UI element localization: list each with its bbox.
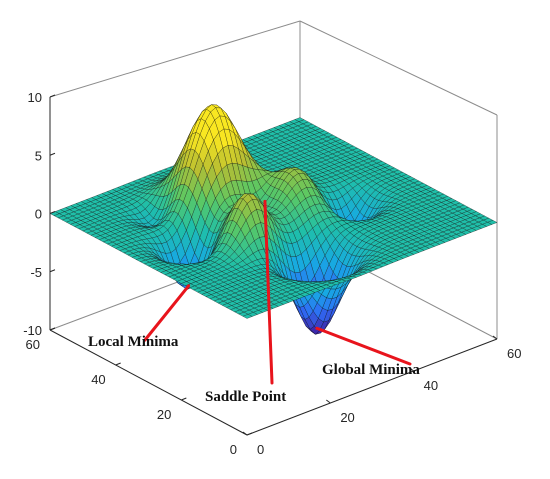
y-tick-label: 60 [26, 337, 40, 352]
x-tick-label: 60 [507, 346, 521, 361]
surface-patch [242, 314, 253, 319]
annotation-arrow [263, 199, 274, 385]
surface-mesh [49, 104, 498, 335]
annotation-label: Local Minima [88, 334, 179, 350]
y-axis-line [49, 329, 248, 436]
y-tick-mark [181, 397, 187, 401]
x-tick-label: 0 [257, 442, 264, 457]
z-tick-mark [49, 152, 56, 156]
x-axis-line [246, 338, 498, 436]
annotation-label: Global Minima [322, 362, 420, 378]
annotation-arrow [315, 326, 412, 366]
y-tick-label: 40 [91, 372, 105, 387]
z-tick-label: -5 [30, 265, 42, 280]
z-tick-mark [49, 211, 56, 214]
annotation-arrow [143, 284, 191, 342]
annotations: Local Minima Saddle Point Global Minima [88, 199, 420, 405]
z-tick-mark [49, 269, 56, 273]
x-tick-label: 20 [340, 410, 354, 425]
box-right-edge-top [299, 20, 498, 116]
x-tick-mark [242, 431, 248, 436]
z-tick-label: -10 [23, 323, 42, 338]
x-tick-mark [492, 335, 498, 340]
z-tick-mark [49, 94, 56, 98]
y-tick-mark [115, 362, 121, 366]
axis-ticks: 10 5 0 -5 -10 0 20 40 60 0 20 40 60 [23, 90, 521, 457]
x-tick-label: 40 [424, 378, 438, 393]
x-tick-mark [409, 367, 414, 372]
axes: 10 5 0 -5 -10 0 20 40 60 0 20 40 60 [23, 90, 521, 457]
y-tick-label: 20 [157, 407, 171, 422]
z-tick-label: 10 [28, 90, 42, 105]
z-tick-label: 5 [35, 148, 42, 163]
y-tick-mark [49, 327, 56, 331]
z-tick-label: 0 [35, 207, 42, 222]
y-tick-label: 0 [230, 442, 237, 457]
x-tick-mark [326, 399, 331, 404]
box-back-edge-top [49, 20, 301, 98]
annotation-label: Saddle Point [205, 389, 286, 405]
y-tick-mark [246, 432, 253, 436]
